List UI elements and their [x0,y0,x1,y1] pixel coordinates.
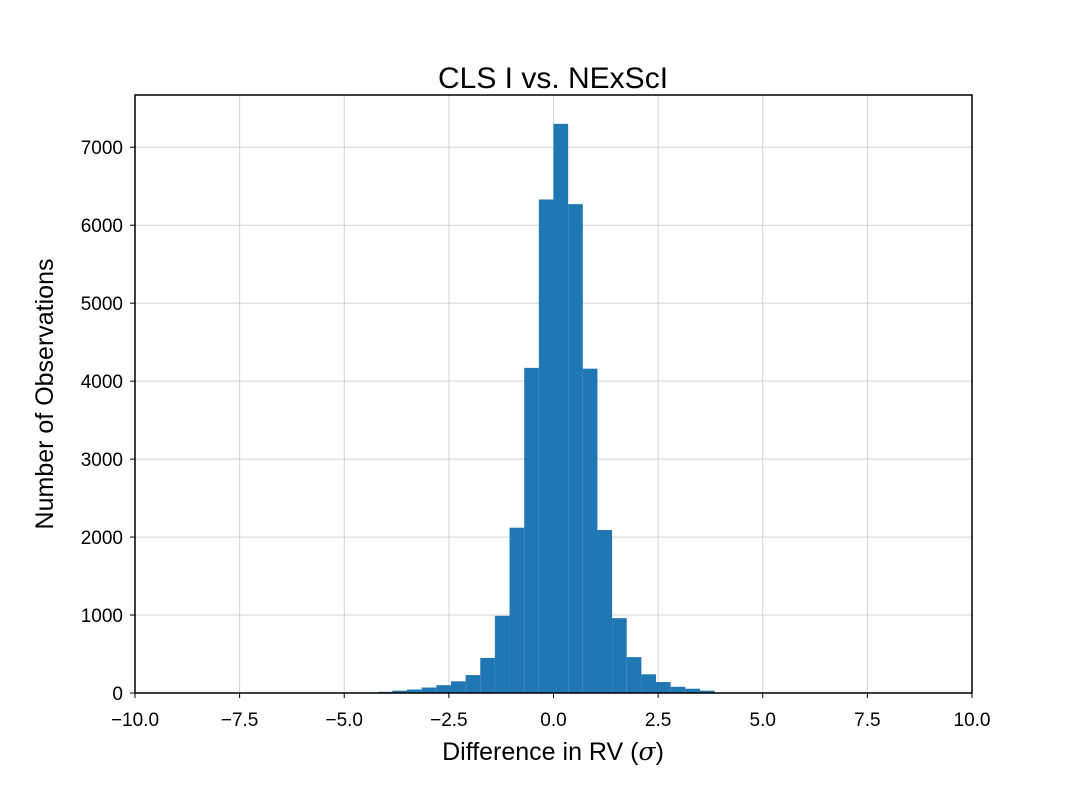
x-axis-label-suffix: ) [656,738,664,766]
y-tick-label: 1000 [81,606,123,627]
histogram-bar [699,690,715,693]
histogram-bar [568,204,583,694]
histogram-bar [656,682,671,693]
y-tick-label: 7000 [81,138,123,159]
histogram-bar [597,530,613,693]
histogram-bar [436,685,451,693]
histogram-bar [524,367,539,693]
y-tick-label: 5000 [81,294,123,315]
y-tick-label: 3000 [81,450,123,471]
x-tick-label: 5.0 [750,710,776,731]
x-axis-ticks: −10.0 −7.5 −5.0 −2.5 0.0 2.5 5.0 7.5 10.0 [111,693,991,731]
x-tick-label: −10.0 [111,710,159,731]
y-tick-label: 0 [112,684,123,705]
histogram-bar [538,199,554,693]
x-tick-label: −7.5 [221,710,259,731]
histogram-bar [626,657,642,693]
x-axis-label: Difference in RV (σ) [442,737,664,766]
y-axis-ticks: 0 1000 2000 3000 4000 5000 6000 7000 [81,138,135,705]
histogram-bar [450,681,466,693]
x-tick-label: 2.5 [645,710,671,731]
histogram-bar [641,674,657,693]
histogram-bar [670,686,686,693]
x-tick-label: 7.5 [854,710,880,731]
histogram-bar [407,689,422,693]
histogram-bar [421,687,437,693]
histogram-bar [612,618,627,693]
chart-title: CLS I vs. NExScI [438,62,668,95]
y-tick-label: 4000 [81,372,123,393]
histogram-bar [480,657,495,693]
y-tick-label: 2000 [81,528,123,549]
histogram-bar [465,675,481,693]
y-axis-label: Number of Observations [31,259,59,530]
histogram-bar [392,690,408,693]
x-tick-label: −2.5 [430,710,468,731]
histogram-bar [582,368,598,693]
x-tick-label: −5.0 [325,710,363,731]
x-tick-label: 10.0 [954,710,991,731]
x-axis-label-symbol: σ [638,737,656,766]
histogram-bar [685,688,700,693]
histogram-bar [553,123,569,693]
histogram-bar [509,527,525,693]
histogram-bar [494,615,510,693]
y-tick-label: 6000 [81,216,123,237]
x-tick-label: 0.0 [540,710,566,731]
histogram-bars [377,123,715,694]
x-axis-label-prefix: Difference in RV ( [442,738,639,766]
